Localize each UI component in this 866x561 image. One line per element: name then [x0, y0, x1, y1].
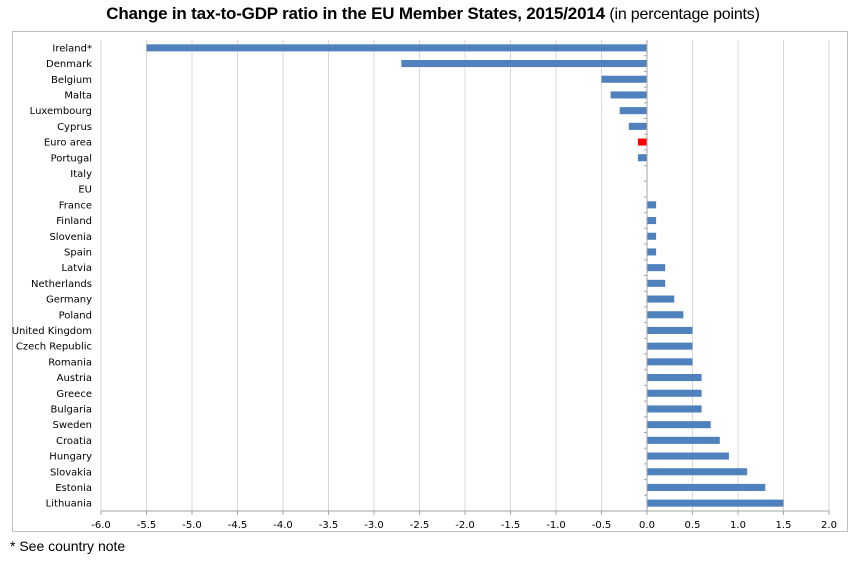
bar: [647, 421, 711, 429]
bar: [619, 107, 647, 115]
bar: [647, 436, 720, 444]
category-label: EU: [78, 185, 92, 196]
bar: [647, 499, 784, 507]
category-label: Belgium: [51, 75, 92, 86]
category-label: Czech Republic: [16, 342, 92, 353]
category-label: United Kingdom: [12, 326, 92, 337]
bar: [647, 468, 748, 476]
x-tick-label: -4.5: [228, 520, 248, 531]
category-label: Bulgaria: [51, 404, 92, 415]
bar: [647, 217, 657, 225]
bar: [647, 295, 675, 303]
category-label: Luxembourg: [30, 106, 92, 117]
x-tick-label: 1.0: [730, 520, 746, 531]
category-label: Croatia: [56, 436, 92, 447]
x-tick-label: 0.0: [639, 520, 655, 531]
category-label: Spain: [64, 247, 92, 258]
category-label: Italy: [70, 169, 92, 180]
category-label: Euro area: [44, 138, 92, 149]
category-label: Portugal: [51, 153, 92, 164]
x-tick-label: -5.5: [137, 520, 157, 531]
x-tick-label: -3.0: [364, 520, 384, 531]
bar: [647, 374, 702, 382]
tick-labels: -6.0 -5.5 -5.0 -4.5 -4.0 -3.5 -3.0 -2.5 -2.0 -1.5…: [91, 520, 837, 531]
category-label: France: [59, 200, 92, 211]
x-tick-label: 0.5: [685, 520, 701, 531]
category-label: Ireland*: [52, 43, 92, 54]
bar: [647, 342, 693, 350]
bar: [637, 138, 647, 146]
category-label: Greece: [56, 389, 92, 400]
axes: [100, 40, 830, 515]
bar: [628, 122, 647, 130]
x-tick-label: -3.5: [319, 520, 339, 531]
category-label: Netherlands: [31, 279, 92, 290]
category-label: Romania: [48, 357, 92, 368]
category-label: Hungary: [49, 452, 92, 463]
x-tick-label: 1.5: [776, 520, 792, 531]
bar: [401, 60, 647, 68]
bar: [647, 264, 666, 272]
x-tick-label: -1.5: [501, 520, 521, 531]
x-tick-label: -2.0: [455, 520, 475, 531]
gridlines: [100, 40, 830, 511]
bar: [610, 91, 647, 99]
bar: [647, 279, 666, 287]
bar: [647, 483, 766, 491]
x-tick-label: -2.5: [410, 520, 430, 531]
bar: [647, 358, 693, 366]
bar: [647, 248, 657, 256]
category-label: Slovakia: [50, 467, 92, 478]
category-label: Poland: [59, 310, 92, 321]
bar: [647, 326, 693, 334]
category-label: Malta: [64, 90, 92, 101]
category-label: Slovenia: [49, 232, 92, 243]
category-label: Austria: [57, 373, 92, 384]
chart-frame: [12, 31, 848, 532]
bar: [647, 311, 684, 319]
category-label: Sweden: [52, 420, 92, 431]
category-label: Cyprus: [57, 122, 92, 133]
x-tick-label: 2.0: [821, 520, 837, 531]
x-tick-label: -0.5: [592, 520, 612, 531]
x-tick-label: -5.0: [182, 520, 202, 531]
chart-title-sub: (in percentage points): [609, 6, 760, 23]
bar: [647, 201, 657, 209]
bar: [637, 154, 647, 162]
chart-title-main: Change in tax-to-GDP ratio in the EU Mem…: [106, 4, 605, 23]
chart-title: Change in tax-to-GDP ratio in the EU Mem…: [0, 4, 866, 24]
category-label: Estonia: [55, 483, 92, 494]
bar: [647, 405, 702, 413]
category-label: Finland: [56, 216, 92, 227]
x-tick-label: -6.0: [91, 520, 111, 531]
bar: [647, 232, 657, 240]
x-tick-label: -1.0: [546, 520, 566, 531]
category-label: Lithuania: [46, 499, 92, 510]
bars: [146, 44, 784, 507]
category-labels: Ireland* Denmark Belgium Malta Luxembourg Cyp…: [12, 43, 92, 509]
category-label: Denmark: [46, 59, 92, 70]
bar: [647, 389, 702, 397]
x-tick-label: -4.0: [273, 520, 293, 531]
bar: [146, 44, 647, 52]
bar: [647, 452, 729, 460]
bar: [601, 75, 647, 83]
category-label: Latvia: [62, 263, 92, 274]
category-label: Germany: [46, 295, 92, 306]
footnote: * See country note: [10, 538, 126, 554]
